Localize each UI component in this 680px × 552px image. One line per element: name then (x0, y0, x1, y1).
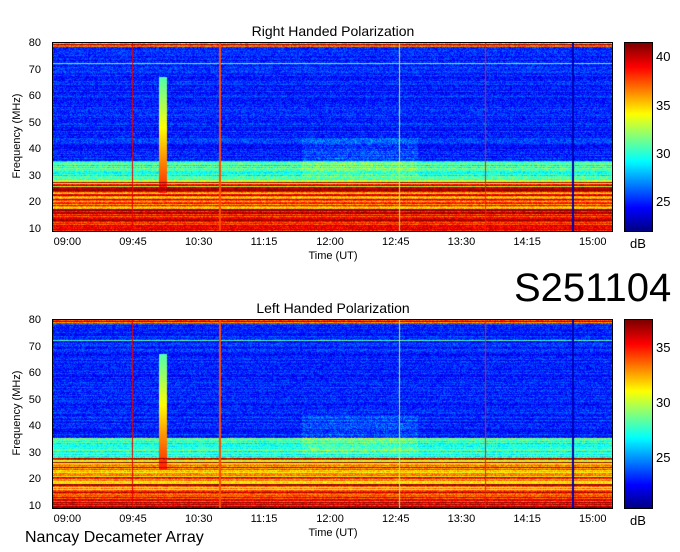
x-tick-label: 14:15 (513, 513, 541, 525)
y-tick-label: 40 (28, 143, 41, 156)
y-tick-label: 10 (28, 499, 41, 512)
y-axis-label-rh: Frequency (MHz) (11, 93, 23, 179)
y-tick-label: 30 (28, 169, 41, 182)
y-tick-label: 70 (28, 340, 41, 353)
spectrogram-lh (53, 320, 612, 508)
x-tick-label: 15:00 (579, 513, 607, 525)
colorbar-tick-label: 35 (656, 97, 671, 113)
x-tick-label: 11:15 (250, 513, 278, 525)
colorbar-lh (625, 320, 652, 508)
y-tick-label: 60 (28, 367, 41, 380)
y-tick-label: 20 (28, 196, 41, 209)
y-tick-label: 80 (28, 37, 41, 50)
x-axis-label-rh: Time (UT) (308, 250, 358, 262)
y-tick-label: 70 (28, 63, 41, 76)
colorbar-tick-label: 25 (656, 194, 671, 210)
colorbar-tick-label: 35 (656, 339, 671, 355)
x-tick-label: 09:45 (119, 513, 147, 525)
colorbar-tick-label: 25 (656, 450, 671, 466)
colorbar-tick-label: 40 (656, 49, 671, 65)
x-axis-label-lh: Time (UT) (308, 527, 358, 539)
event-id: S251104 (514, 266, 672, 310)
colorbar-rh (625, 43, 652, 231)
x-tick-label: 12:00 (316, 236, 344, 248)
x-tick-label: 10:30 (184, 236, 213, 248)
x-tick-label: 12:45 (381, 513, 410, 525)
x-tick-label: 15:00 (579, 236, 607, 248)
x-tick-label: 12:00 (316, 513, 344, 525)
y-tick-label: 40 (28, 420, 41, 433)
y-axis-label-lh: Frequency (MHz) (11, 370, 23, 456)
y-tick-label: 10 (28, 222, 41, 235)
x-tick-label: 10:30 (184, 513, 213, 525)
y-tick-label: 60 (28, 90, 41, 103)
y-tick-label: 20 (28, 473, 41, 486)
colorbar-tick-label: 30 (656, 145, 671, 161)
x-tick-label: 09:00 (53, 513, 82, 525)
y-tick-label: 50 (28, 116, 41, 129)
y-tick-label: 30 (28, 446, 41, 459)
colorbar-unit-lh: dB (630, 513, 646, 528)
colorbar-unit-rh: dB (630, 236, 646, 251)
panel-title-rh: Right Handed Polarization (251, 23, 415, 39)
panel-title-lh: Left Handed Polarization (256, 300, 410, 316)
x-tick-label: 14:15 (513, 236, 541, 248)
x-tick-label: 09:00 (53, 236, 82, 248)
colorbar-tick-label: 30 (656, 394, 671, 410)
x-tick-label: 13:30 (447, 513, 476, 525)
observatory-label: Nancay Decameter Array (25, 529, 204, 546)
spectrogram-rh (53, 43, 612, 231)
x-tick-label: 13:30 (447, 236, 476, 248)
y-tick-label: 50 (28, 393, 41, 406)
x-tick-label: 09:45 (119, 236, 147, 248)
y-tick-label: 80 (28, 314, 41, 327)
x-tick-label: 11:15 (250, 236, 278, 248)
x-tick-label: 12:45 (381, 236, 410, 248)
